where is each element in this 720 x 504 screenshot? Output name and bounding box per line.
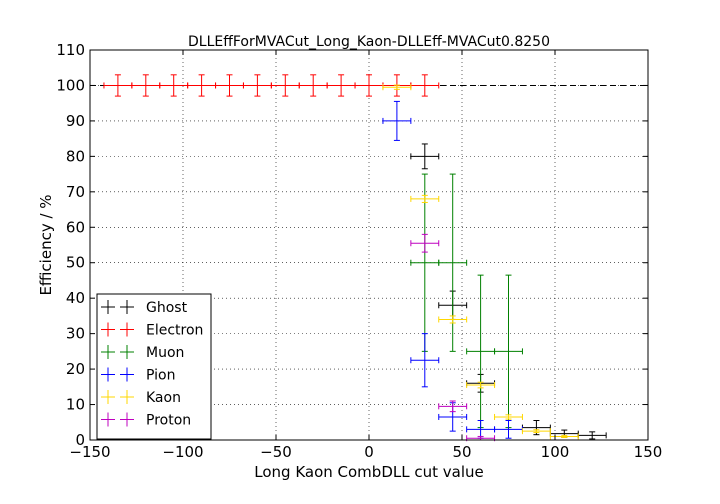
data-point: [410, 194, 440, 203]
legend-label: Electron: [146, 323, 203, 339]
y-tick-label: 110: [56, 41, 85, 59]
y-tick-label: 50: [66, 254, 85, 272]
legend-label: Proton: [146, 413, 191, 429]
y-tick-label: 30: [66, 325, 85, 343]
data-point: [382, 84, 412, 91]
legend-entry-pion: Pion: [101, 367, 175, 384]
legend-box: [96, 293, 212, 440]
legend-label: Kaon: [146, 390, 181, 406]
legend: Ghost Electron Muon Pion Kaon Proton: [96, 293, 212, 440]
y-tick-label: 100: [56, 76, 85, 94]
y-tick-label: 60: [66, 218, 85, 236]
legend-label: Ghost: [146, 300, 188, 316]
data-point: [326, 74, 356, 97]
y-tick-label: 40: [66, 289, 85, 307]
x-tick-label: −50: [260, 443, 292, 461]
series-pion: [382, 100, 523, 439]
data-point: [382, 100, 412, 141]
y-tick-label: 20: [66, 360, 85, 378]
y-tick-label: 0: [75, 431, 85, 449]
x-tick-label: 50: [452, 443, 471, 461]
legend-label: Pion: [146, 368, 175, 384]
y-axis-label: Efficiency / %: [37, 194, 55, 295]
legend-entry-muon: Muon: [101, 345, 184, 361]
series-kaon: [382, 84, 579, 440]
series-electron: [103, 74, 440, 97]
data-point: [438, 315, 468, 324]
legend-entry-electron: Electron: [101, 322, 203, 339]
legend-entry-ghost: Ghost: [101, 300, 188, 316]
x-tick-label: 100: [541, 443, 570, 461]
x-tick-label: 150: [634, 443, 663, 461]
data-point: [521, 428, 551, 435]
data-point: [131, 74, 161, 97]
data-point: [549, 433, 579, 440]
axis-ticks: −150 −100 −50 0 50 100 150 0 10 20 30 40 50 60 70 80 90 1…: [56, 41, 662, 461]
data-point: [494, 413, 523, 420]
data-point: [410, 173, 440, 352]
y-tick-label: 90: [66, 112, 85, 130]
x-tick-label: −100: [162, 443, 203, 461]
data-point: [410, 233, 440, 253]
chart-title: DLLEffForMVACut_Long_Kaon-DLLEff-MVACut0…: [188, 34, 550, 50]
x-tick-label: −150: [69, 443, 110, 461]
data-series: [103, 74, 607, 442]
y-tick-label: 10: [66, 396, 85, 414]
data-point: [410, 143, 440, 170]
y-tick-label: 80: [66, 147, 85, 165]
y-tick-label: 70: [66, 183, 85, 201]
x-axis-label: Long Kaon CombDLL cut value: [254, 463, 483, 481]
data-point: [438, 400, 468, 413]
legend-label: Muon: [146, 345, 184, 361]
x-tick-label: 0: [364, 443, 374, 461]
data-point: [354, 74, 384, 97]
legend-entry-proton: Proton: [101, 412, 191, 429]
data-point: [494, 274, 523, 429]
legend-entry-kaon: Kaon: [101, 390, 181, 406]
data-point: [466, 381, 496, 389]
data-point: [410, 333, 440, 388]
